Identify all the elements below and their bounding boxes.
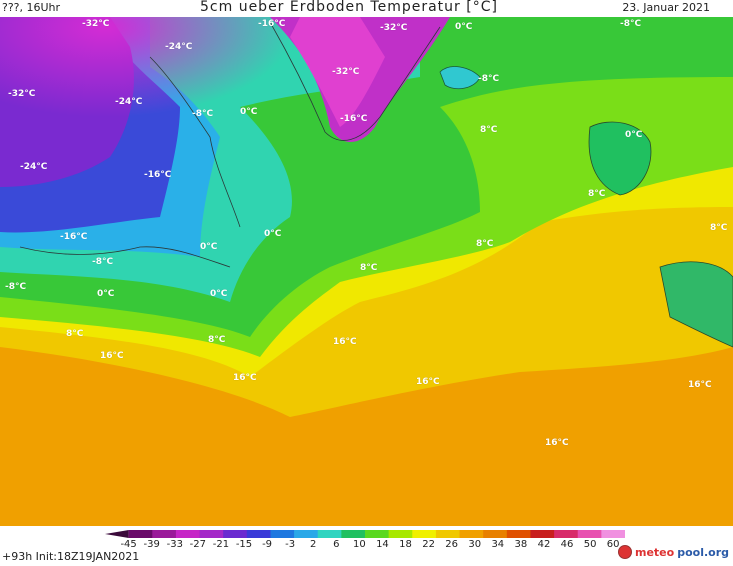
legend-tick-label: 18	[399, 539, 412, 550]
footer-bar: -45 -39 -33 -27 -21 -15 -9 -3 2 6 10 14 18 22 26 30 34 38…	[0, 526, 733, 566]
temperature-map: -32°C -24°C -16°C -8°C 0°C 8°C 16°C -32°…	[0, 17, 733, 526]
legend-swatch	[412, 530, 437, 538]
map-label: -32°C	[82, 19, 110, 29]
map-label: -8°C	[92, 257, 114, 267]
logo-text-pool: pool.org	[677, 545, 729, 559]
legend-tick-label: 38	[514, 539, 528, 550]
run-info: +93h Init:18Z19JAN2021	[2, 550, 140, 563]
map-label: -8°C	[478, 74, 500, 84]
map-label: -24°C	[165, 42, 193, 52]
legend-tick-label: 34	[491, 539, 505, 550]
map-label: 0°C	[264, 229, 282, 239]
map-label: 0°C	[240, 107, 258, 117]
map-label: 16°C	[233, 373, 257, 383]
map-label: 8°C	[208, 335, 226, 345]
legend-tick-label: -9	[262, 539, 273, 550]
legend-tick-label: 6	[333, 539, 340, 550]
legend-swatch	[365, 530, 390, 538]
legend-swatch	[105, 530, 129, 538]
map-label: -8°C	[5, 282, 27, 292]
legend-tick-label: 14	[376, 539, 389, 550]
forecast-date: 23. Januar 2021	[622, 1, 710, 14]
map-label: 16°C	[100, 351, 124, 361]
map-label: -32°C	[8, 89, 36, 99]
legend-swatch	[554, 530, 579, 538]
legend-swatch	[341, 530, 366, 538]
legend-swatch	[199, 530, 224, 538]
map-label: 8°C	[360, 263, 378, 273]
map-label: 16°C	[416, 377, 440, 387]
legend-swatch	[294, 530, 319, 538]
temperature-field	[0, 17, 733, 526]
legend-tick-label: -45	[120, 539, 137, 550]
legend-tick-label: 10	[352, 539, 366, 550]
forecast-time: ???, 16Uhr	[2, 1, 61, 14]
map-label: -8°C	[620, 19, 642, 29]
legend-swatch	[152, 530, 177, 538]
legend-swatch	[530, 530, 555, 538]
map-label: 0°C	[210, 289, 228, 299]
map-label: 0°C	[455, 22, 473, 32]
map-label: 8°C	[480, 125, 498, 135]
legend-tick-label: -3	[285, 539, 296, 550]
meteopool-logo-icon	[618, 545, 632, 559]
legend-swatch	[388, 530, 413, 538]
legend-swatch	[175, 530, 201, 538]
legend-swatch	[128, 530, 153, 538]
legend-tick-label: -15	[235, 539, 253, 550]
map-label: 8°C	[66, 329, 84, 339]
map-label: -32°C	[380, 23, 408, 33]
map-label: 0°C	[97, 289, 115, 299]
legend-swatch	[435, 530, 461, 538]
map-label: -16°C	[60, 232, 88, 242]
map-label: 8°C	[476, 239, 494, 249]
map-label: -8°C	[192, 109, 214, 119]
legend-swatch	[577, 530, 602, 538]
legend-swatch	[223, 530, 248, 538]
legend-tick-label: 26	[445, 539, 459, 550]
map-label: 8°C	[710, 223, 728, 233]
header-bar: ???, 16Uhr 5cm ueber Erdboden Temperatur…	[0, 0, 733, 17]
legend-swatch	[246, 530, 271, 538]
map-label: -16°C	[340, 114, 368, 124]
legend-swatch	[506, 530, 531, 538]
legend-swatch	[270, 530, 295, 538]
legend-tick-label: 60	[606, 539, 620, 550]
map-label: 16°C	[333, 337, 357, 347]
legend-tick-label: -21	[212, 539, 230, 550]
map-label: -32°C	[332, 67, 360, 77]
legend-swatch	[317, 530, 342, 538]
legend-tick-label: 46	[560, 539, 574, 550]
map-label: -24°C	[115, 97, 143, 107]
map-label: -16°C	[258, 19, 286, 29]
legend-swatch	[459, 530, 484, 538]
map-label: 0°C	[625, 130, 643, 140]
legend-tick-label: 30	[468, 539, 482, 550]
legend-swatch	[601, 530, 625, 538]
map-title: 5cm ueber Erdboden Temperatur [°C]	[200, 0, 498, 15]
meteopool-logo[interactable]: meteo pool.org	[618, 545, 729, 559]
map-label: -16°C	[144, 170, 172, 180]
legend-tick-label: -27	[189, 539, 207, 550]
legend-tick-label: 2	[310, 539, 317, 550]
map-label: 16°C	[688, 380, 712, 390]
logo-text-meteo: meteo	[635, 545, 675, 559]
map-label: 0°C	[200, 242, 218, 252]
map-label: 8°C	[588, 189, 606, 199]
map-label: 16°C	[545, 438, 569, 448]
legend-swatch	[483, 530, 508, 538]
legend-tick-label: 50	[583, 539, 597, 550]
legend-tick-label: -33	[166, 539, 183, 550]
legend-tick-label: -39	[143, 539, 160, 550]
color-legend	[105, 530, 625, 538]
map-label: -24°C	[20, 162, 48, 172]
legend-tick-label: 42	[537, 539, 551, 550]
legend-tick-label: 22	[422, 539, 435, 550]
